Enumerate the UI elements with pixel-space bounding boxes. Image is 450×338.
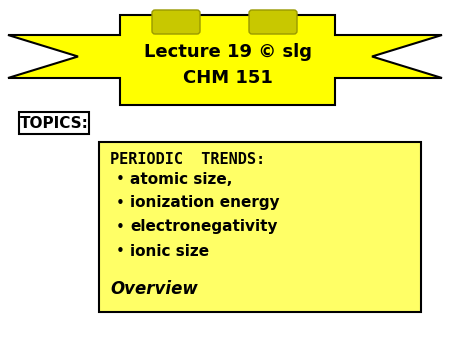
FancyBboxPatch shape (99, 142, 421, 312)
Text: TOPICS:: TOPICS: (19, 116, 89, 130)
FancyBboxPatch shape (19, 112, 89, 134)
Text: PERIODIC  TRENDS:: PERIODIC TRENDS: (110, 151, 265, 167)
FancyBboxPatch shape (249, 10, 297, 34)
Text: ionization energy: ionization energy (130, 195, 279, 211)
Polygon shape (8, 15, 442, 105)
Text: CHM 151: CHM 151 (183, 69, 272, 87)
Text: ionic size: ionic size (130, 243, 209, 259)
Text: •: • (116, 219, 125, 235)
Text: atomic size,: atomic size, (130, 171, 232, 187)
Text: Overview: Overview (110, 280, 198, 298)
Text: •: • (116, 243, 125, 259)
Text: •: • (116, 195, 125, 211)
Text: Lecture 19 © slg: Lecture 19 © slg (144, 43, 311, 61)
Text: electronegativity: electronegativity (130, 219, 278, 235)
FancyBboxPatch shape (152, 10, 200, 34)
Text: •: • (116, 171, 125, 187)
